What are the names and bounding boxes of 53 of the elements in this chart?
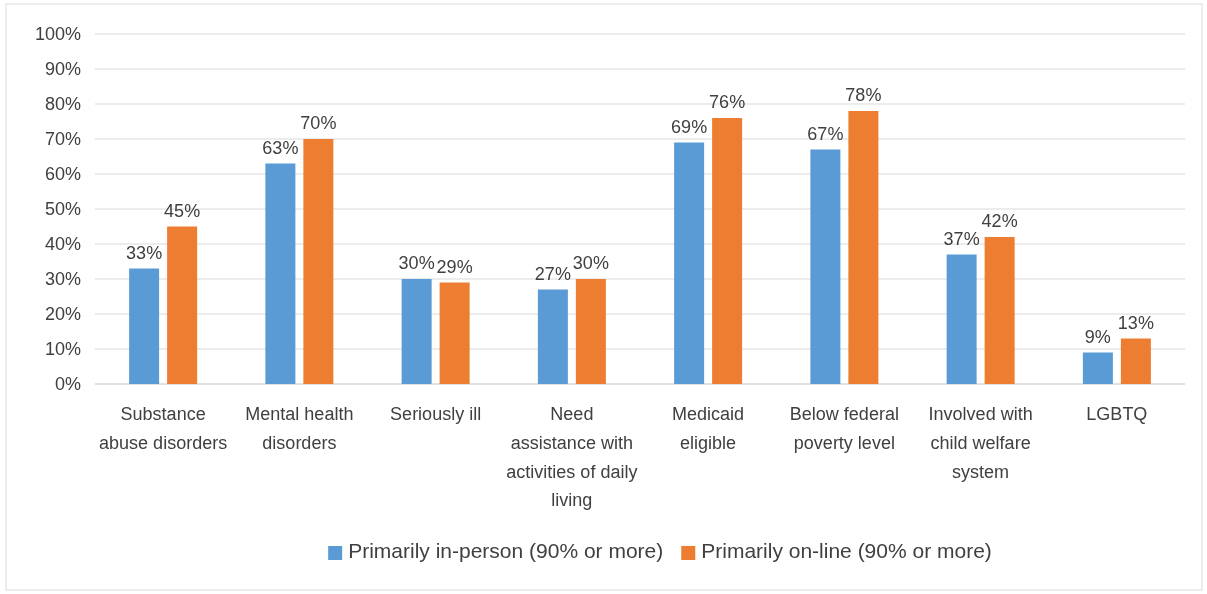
data-label: 76% — [709, 92, 746, 112]
x-tick-label: Seriously ill — [390, 404, 482, 424]
bar — [537, 289, 568, 384]
data-label: 9% — [1084, 326, 1111, 347]
y-tick-label: 70% — [44, 129, 81, 150]
y-tick-label: 100% — [34, 24, 81, 45]
bar — [401, 279, 432, 384]
bar — [439, 282, 470, 384]
bar — [712, 118, 743, 384]
data-label: 63% — [262, 137, 299, 158]
y-tick-label: 60% — [44, 164, 81, 185]
bar — [810, 149, 841, 384]
data-label: 13% — [1117, 312, 1154, 333]
y-tick-label: 80% — [44, 94, 81, 115]
y-tick-label: 90% — [44, 59, 81, 80]
x-tick-label: Need assistance with activities of daily living — [506, 404, 638, 511]
y-tick-label: 40% — [44, 234, 81, 255]
y-tick-label: 0% — [54, 374, 81, 395]
data-label: 27% — [534, 263, 571, 284]
data-label: 69% — [671, 116, 708, 137]
legend-label: Primarily in-person (90% or more) — [348, 539, 664, 562]
bar — [674, 142, 705, 384]
data-label: 67% — [807, 123, 844, 144]
x-tick-label: LGBTQ — [1086, 404, 1148, 424]
y-tick-label: 50% — [44, 199, 81, 220]
data-label: 42% — [981, 211, 1018, 231]
data-label: 78% — [845, 85, 882, 105]
data-label: 70% — [300, 113, 337, 133]
x-tick-label: Substance abuse disorders — [99, 404, 228, 453]
bar — [1082, 352, 1113, 384]
bar — [167, 226, 198, 384]
data-label: 45% — [164, 200, 201, 221]
data-label: 33% — [126, 242, 163, 263]
x-tick-label: Mental health disorders — [245, 404, 354, 453]
bar — [303, 139, 334, 384]
x-tick-label: Below federal poverty level — [789, 404, 899, 453]
bar — [1120, 338, 1151, 384]
bar — [848, 111, 879, 384]
data-label: 37% — [943, 228, 980, 249]
bar — [575, 279, 606, 384]
bar — [129, 268, 160, 384]
y-tick-label: 30% — [44, 269, 81, 290]
x-tick-label: Medicaid eligible — [672, 404, 745, 453]
y-tick-label: 20% — [44, 304, 81, 325]
bar — [265, 163, 296, 384]
data-label: 29% — [436, 256, 473, 277]
x-tick-label: Involved with child welfare system — [928, 404, 1033, 482]
y-tick-label: 10% — [44, 339, 81, 360]
legend-label: Primarily on-line (90% or more) — [701, 539, 992, 562]
data-label: 30% — [398, 253, 435, 273]
bar — [946, 254, 977, 384]
data-label: 30% — [572, 253, 609, 273]
bar — [984, 237, 1015, 384]
